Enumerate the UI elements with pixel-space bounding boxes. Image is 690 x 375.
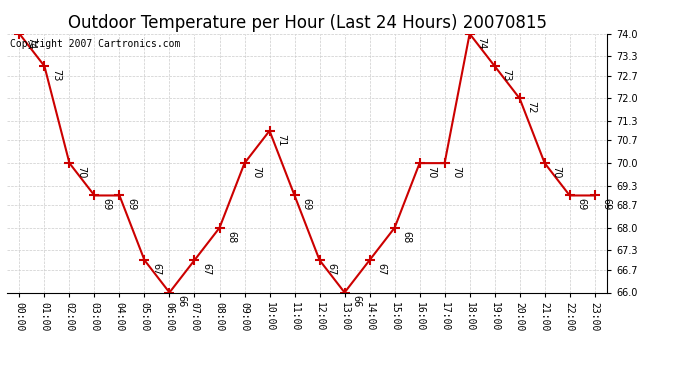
Text: 67: 67 xyxy=(326,263,337,275)
Text: 69: 69 xyxy=(126,198,137,210)
Text: 69: 69 xyxy=(602,198,611,210)
Text: 70: 70 xyxy=(251,166,262,178)
Text: 70: 70 xyxy=(551,166,562,178)
Text: 67: 67 xyxy=(151,263,161,275)
Text: 74: 74 xyxy=(26,36,37,49)
Text: 70: 70 xyxy=(451,166,462,178)
Title: Outdoor Temperature per Hour (Last 24 Hours) 20070815: Outdoor Temperature per Hour (Last 24 Ho… xyxy=(68,14,546,32)
Text: 66: 66 xyxy=(177,295,186,307)
Text: 68: 68 xyxy=(402,231,411,243)
Text: 69: 69 xyxy=(577,198,586,210)
Text: 74: 74 xyxy=(477,36,486,49)
Text: 69: 69 xyxy=(101,198,111,210)
Text: 70: 70 xyxy=(77,166,86,178)
Text: 67: 67 xyxy=(377,263,386,275)
Text: Copyright 2007 Cartronics.com: Copyright 2007 Cartronics.com xyxy=(10,39,180,49)
Text: 66: 66 xyxy=(351,295,362,307)
Text: 70: 70 xyxy=(426,166,437,178)
Text: 73: 73 xyxy=(502,69,511,81)
Text: 73: 73 xyxy=(51,69,61,81)
Text: 69: 69 xyxy=(302,198,311,210)
Text: 71: 71 xyxy=(277,134,286,146)
Text: 68: 68 xyxy=(226,231,237,243)
Text: 67: 67 xyxy=(201,263,211,275)
Text: 72: 72 xyxy=(526,101,537,114)
